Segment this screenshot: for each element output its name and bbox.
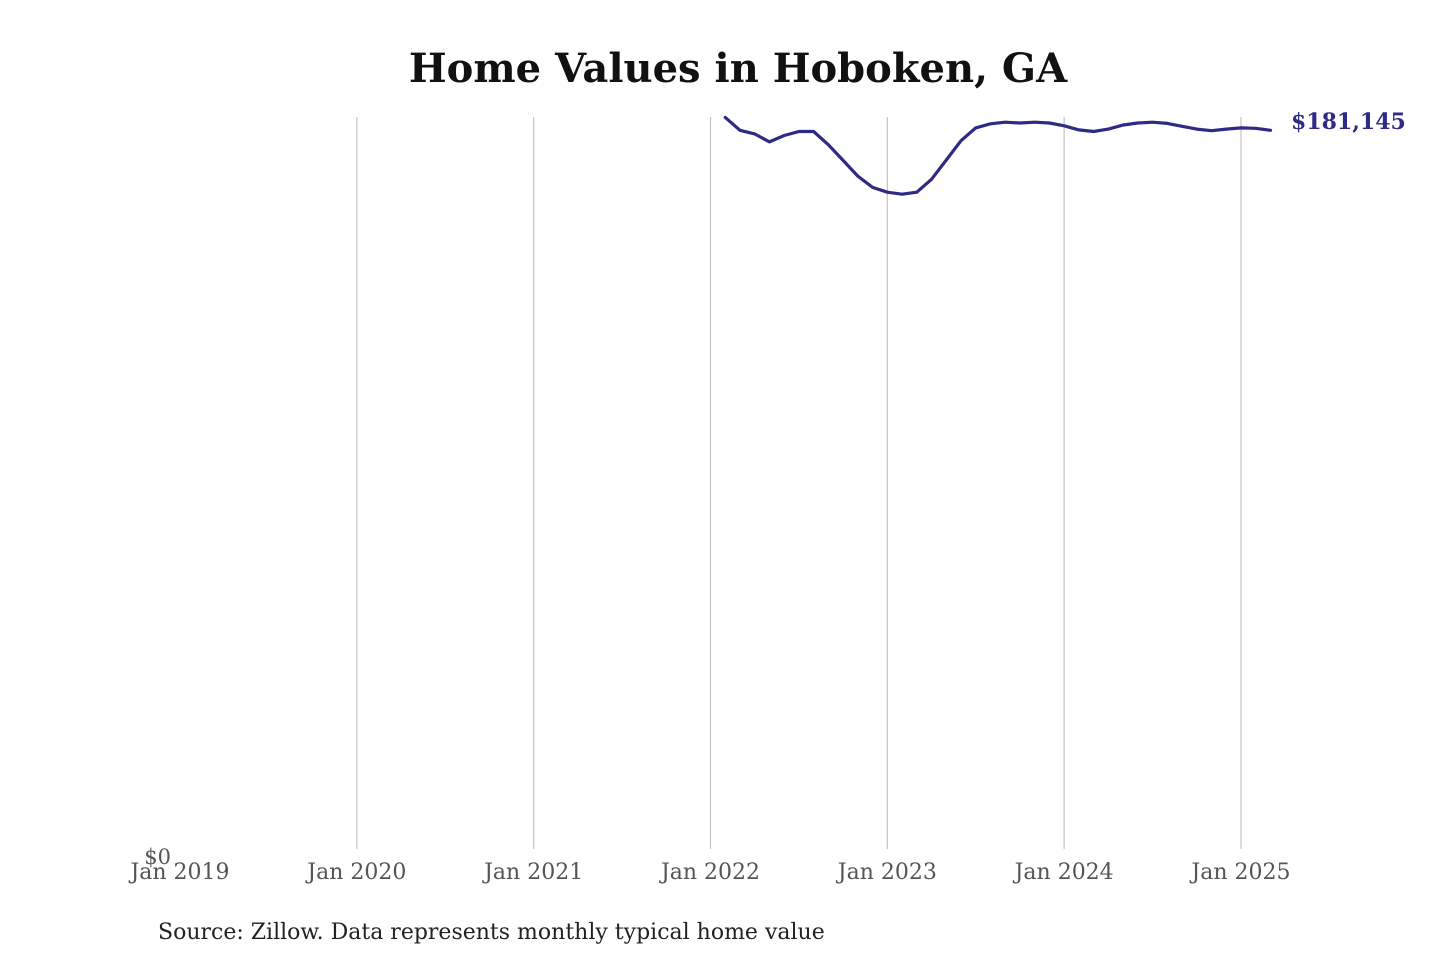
series-line-home-value — [723, 115, 1273, 196]
x-tick-label-2022: Jan 2022 — [659, 860, 760, 885]
x-tick-label-2021: Jan 2021 — [482, 860, 583, 885]
chart-title: Home Values in Hoboken, GA — [409, 45, 1068, 92]
end-value-label: $181,145 — [1291, 109, 1406, 135]
source-note: Source: Zillow. Data represents monthly … — [158, 920, 825, 945]
x-tick-label-2023: Jan 2023 — [836, 860, 937, 885]
x-tick-label-2024: Jan 2024 — [1013, 860, 1114, 885]
x-tick-label-2019: Jan 2019 — [128, 860, 229, 885]
x-gridlines — [356, 117, 1242, 849]
y-tick-label-0: $0 — [144, 845, 171, 869]
x-tick-label-2025: Jan 2025 — [1189, 860, 1290, 885]
x-tick-labels: Jan 2019 Jan 2020 Jan 2021 Jan 2022 Jan 2023… — [128, 860, 1290, 885]
x-tick-label-2020: Jan 2020 — [305, 860, 406, 885]
